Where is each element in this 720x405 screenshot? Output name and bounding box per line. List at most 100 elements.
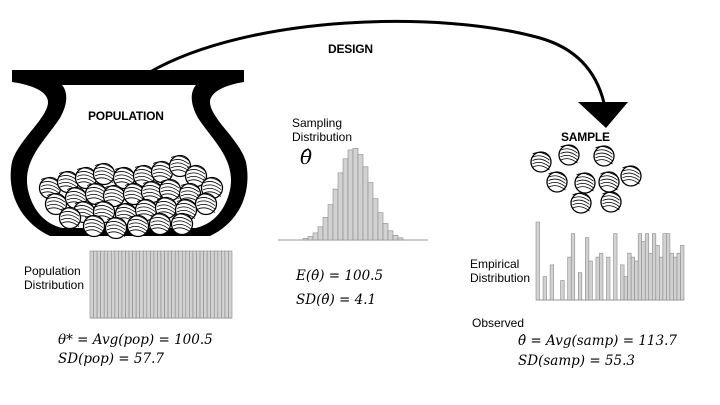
empirical-bar	[641, 241, 646, 301]
population-bar	[178, 250, 183, 319]
empirical-bar	[588, 260, 593, 301]
population-bar	[103, 250, 109, 319]
empirical-bar	[535, 221, 540, 301]
sampling-bar	[387, 230, 394, 241]
population-bar	[150, 250, 155, 319]
population-bar	[125, 250, 130, 319]
marble-icon	[530, 151, 552, 173]
population-sd: SD(pop) = 57.7	[58, 351, 164, 367]
marble-icon	[112, 166, 136, 190]
population-bar	[217, 250, 222, 319]
sampling-sd: SD(θ̂) = 4.1	[296, 292, 377, 308]
population-bar	[199, 250, 204, 319]
empirical-bar	[669, 252, 674, 301]
empirical-bar	[606, 256, 611, 301]
population-bar	[174, 250, 180, 319]
empirical-bar	[676, 252, 681, 301]
population-bar	[121, 250, 126, 319]
empirical-bar	[620, 264, 625, 301]
sampling-bar	[377, 212, 384, 241]
marble-icon	[104, 216, 128, 240]
empirical-bar	[627, 252, 632, 301]
empirical-bar	[673, 256, 678, 301]
population-bar	[139, 250, 144, 319]
sampling-bar	[382, 223, 389, 241]
sampling-dist-label: Sampling Distribution	[292, 116, 352, 144]
population-bar	[153, 250, 158, 319]
marble-icon	[546, 171, 568, 193]
marble-icon	[140, 180, 164, 204]
marble-icon	[102, 184, 126, 208]
empirical-bar	[659, 256, 664, 301]
empirical-dist-label: Empirical Distribution	[470, 257, 530, 285]
population-bar	[107, 250, 112, 319]
population-bar	[142, 250, 148, 319]
empirical-bar	[630, 256, 635, 301]
empirical-bar	[648, 252, 653, 301]
marble-icon	[148, 212, 172, 236]
sampling-theta-hat: θ̂	[300, 145, 313, 169]
population-bar	[224, 250, 229, 319]
sampling-bar	[347, 149, 354, 241]
population-bar	[210, 250, 215, 319]
population-title: POPULATION	[88, 109, 164, 123]
sampling-bar	[357, 154, 364, 241]
marble-icon	[82, 214, 106, 238]
population-bar	[132, 250, 137, 319]
sampling-bar	[302, 238, 309, 241]
sample-marbles	[530, 144, 642, 214]
population-bar	[157, 250, 162, 319]
empirical-bar	[651, 233, 657, 301]
population-bar	[192, 250, 197, 319]
population-bar	[100, 250, 105, 319]
empirical-bar	[634, 260, 639, 301]
population-theta-star: θ* = Avg(pop) = 100.5	[58, 332, 213, 348]
population-bar	[135, 250, 140, 319]
empirical-bar	[623, 276, 628, 301]
marble-icon	[558, 144, 580, 166]
marble-icon	[170, 212, 194, 236]
empirical-bar	[542, 276, 547, 301]
empirical-bar	[680, 245, 685, 301]
empirical-bar	[585, 237, 590, 301]
population-bar	[203, 250, 208, 319]
population-bar	[185, 250, 190, 319]
marble-icon	[570, 192, 592, 214]
marble-icon	[600, 191, 622, 213]
sampling-bar	[317, 226, 324, 241]
population-bar	[114, 250, 119, 319]
population-bar	[167, 250, 172, 319]
marble-icon	[598, 171, 620, 193]
sampling-bar	[367, 182, 374, 241]
population-bar	[128, 250, 133, 319]
sample-theta-hat: θ̂ = Avg(samp) = 113.7	[518, 333, 677, 349]
empirical-bar	[662, 233, 667, 301]
empirical-histogram	[535, 221, 685, 301]
sampling-histogram	[278, 148, 428, 241]
population-bar	[89, 250, 94, 319]
population-bar	[171, 250, 176, 319]
population-bar	[93, 250, 98, 319]
sampling-bar	[327, 204, 334, 241]
population-bar	[96, 250, 101, 319]
population-bar	[118, 250, 123, 319]
sampling-dist-label-line2: Distribution	[292, 130, 353, 144]
marble-icon	[574, 172, 596, 194]
empirical-bar	[666, 233, 671, 301]
empirical-dist-label-line1: Empirical	[470, 257, 520, 271]
sampling-dist-label-line1: Sampling	[292, 116, 343, 130]
marble-icon	[126, 214, 150, 238]
sampling-bar	[392, 235, 399, 241]
population-dist-label-line2: Distribution	[24, 278, 85, 292]
empirical-bar	[613, 233, 618, 301]
population-bar	[228, 250, 233, 319]
sampling-bar	[332, 188, 339, 241]
marble-icon	[158, 178, 182, 202]
empirical-bar	[595, 256, 600, 301]
marble-icon	[92, 162, 116, 186]
design-label: DESIGN	[328, 42, 373, 56]
population-bar	[160, 250, 165, 319]
population-bar	[164, 250, 169, 319]
sampling-bar	[342, 158, 349, 241]
marble-icon	[58, 206, 82, 230]
